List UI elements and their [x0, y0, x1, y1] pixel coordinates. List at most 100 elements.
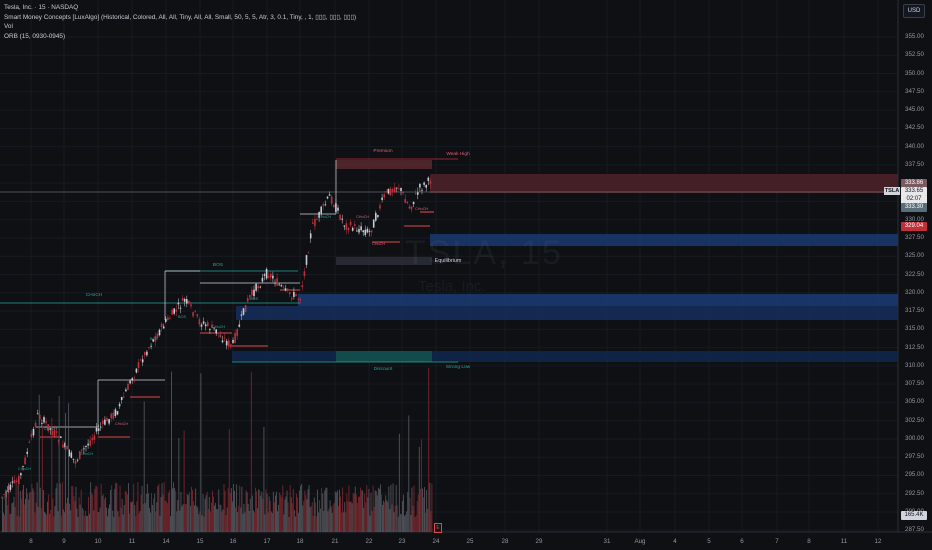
candle-body [135, 368, 138, 373]
structure-tag: CHoCH [356, 215, 369, 219]
volume-bar [341, 512, 343, 532]
volume-bar [287, 502, 289, 532]
candle-body [120, 397, 123, 401]
currency-button[interactable]: USD [903, 4, 925, 18]
volume-bar [170, 516, 171, 532]
volume-bar [395, 485, 397, 532]
candle-body [167, 317, 169, 321]
structure-tag: BOS [250, 297, 258, 301]
candle-body [41, 423, 43, 424]
price-scale-label: 292.50 [905, 489, 924, 497]
price-scale-label: 337.50 [905, 160, 924, 168]
candle-body [341, 218, 343, 220]
volume-bar [57, 511, 59, 532]
volume-bar [66, 503, 67, 532]
candle-body [18, 475, 20, 485]
candle-body [417, 192, 419, 195]
candle-body [372, 219, 375, 228]
candle-body [301, 285, 304, 288]
volume-bar [175, 490, 177, 532]
volume-bar [131, 502, 133, 532]
candle-body [375, 212, 377, 221]
volume-bar [403, 494, 404, 532]
price-scale-label: 310.00 [905, 361, 924, 369]
volume-bar [89, 513, 91, 532]
candle-body [70, 452, 73, 458]
volume-bar [38, 394, 40, 532]
volume-bar [375, 491, 377, 532]
event-marker-icon[interactable]: E [434, 523, 442, 533]
legend-title[interactable]: Tesla, Inc. · 15 · NASDAQ [4, 4, 79, 11]
time-scale-label: 9 [62, 538, 66, 545]
volume-bar [412, 506, 414, 532]
legend-volume[interactable]: Vol [4, 23, 13, 30]
volume-bar [208, 497, 210, 532]
candle-body [22, 466, 24, 467]
volume-bar [151, 493, 152, 532]
volume-bar [36, 482, 38, 532]
candle-body [240, 314, 243, 316]
volume-bar [126, 494, 128, 532]
candle-body [34, 422, 37, 427]
volume-bar [361, 490, 362, 532]
volume-bar [48, 494, 50, 532]
volume-bar [310, 506, 312, 532]
volume-bar [315, 516, 317, 532]
candle-body [305, 255, 308, 265]
price-tag: 329.04 [901, 222, 927, 231]
candle-body [288, 292, 291, 294]
candle-body [125, 389, 127, 392]
candle-body [156, 333, 159, 339]
volume-bar [271, 513, 273, 532]
volume-bar [49, 513, 51, 532]
volume-bar [305, 494, 307, 532]
legend-indicator[interactable]: Smart Money Concepts [LuxAlgo] (Historic… [4, 13, 357, 21]
time-scale-label: 28 [501, 538, 509, 545]
candle-body [43, 417, 45, 423]
candle-body [209, 329, 211, 331]
time-scale-label: 14 [162, 538, 170, 545]
candle-body [102, 420, 104, 424]
volume-bar [423, 497, 424, 532]
candle-body [391, 188, 394, 192]
candle-body [137, 362, 140, 368]
volume-bar [275, 495, 276, 532]
volume-bar [15, 482, 17, 532]
volume-bar [115, 482, 117, 532]
volume-bar [202, 494, 204, 532]
volume-bar [386, 500, 388, 532]
volume-bar [212, 490, 213, 532]
volume-bar [334, 491, 336, 532]
volume-bar [267, 512, 269, 532]
volume-bar [338, 506, 339, 532]
candle-body [322, 204, 325, 207]
price-scale-label: 297.50 [905, 453, 924, 461]
candle-body [286, 288, 289, 290]
candle-body [181, 297, 184, 301]
volume-bar [205, 495, 207, 532]
candle-body [333, 204, 335, 208]
volume-bar [79, 504, 81, 532]
volume-bar [9, 513, 11, 532]
volume-bar [354, 486, 356, 532]
volume-bar [322, 493, 324, 532]
candle-body [337, 207, 339, 211]
volume-bar [285, 496, 287, 532]
candle-body [324, 204, 327, 206]
legend-orb[interactable]: ORB (15, 0930-0945) [4, 32, 66, 40]
volume-bar [372, 485, 374, 532]
volume-bar [357, 496, 359, 532]
volume-bar [86, 515, 87, 532]
volume-bar [95, 485, 97, 532]
volume-bar [308, 485, 310, 532]
candle-body [169, 318, 171, 320]
candle-body [316, 218, 318, 220]
volume-bar [387, 501, 389, 532]
volume-bar [143, 401, 145, 532]
candle-body [221, 340, 224, 343]
volume-bar [71, 486, 73, 532]
volume-bar [168, 490, 170, 532]
volume-bar [155, 511, 157, 532]
candle-body [225, 340, 228, 346]
